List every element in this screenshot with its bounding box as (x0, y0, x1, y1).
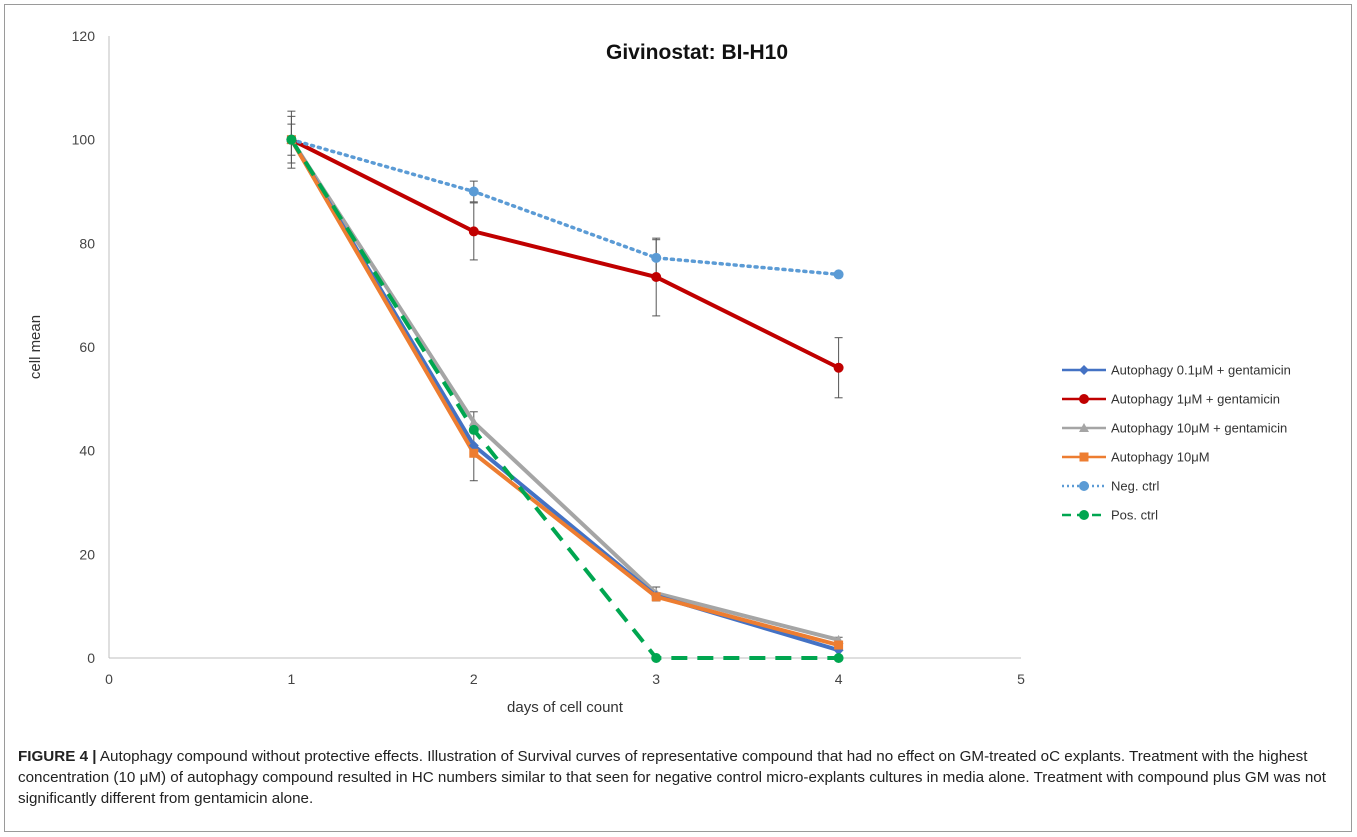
y-tick-label: 60 (79, 339, 95, 355)
y-tick-label: 100 (72, 132, 96, 148)
series-line-1 (290, 137, 840, 370)
series-line-4 (289, 137, 841, 277)
y-tick-label: 80 (79, 235, 95, 251)
data-point (651, 272, 662, 283)
legend-label: Neg. ctrl (1111, 479, 1160, 494)
figure-frame (4, 4, 1352, 832)
series-markers (286, 134, 844, 663)
legend-label: Autophagy 10μM (1111, 450, 1210, 465)
x-axis-title: days of cell count (507, 699, 624, 716)
legend-swatch-marker (1079, 452, 1089, 462)
y-axis-title: cell mean (27, 315, 44, 379)
y-tick-label: 40 (79, 443, 95, 459)
y-tick-label: 0 (87, 650, 95, 666)
legend-entry: Neg. ctrl (1062, 479, 1160, 494)
data-point (651, 592, 661, 602)
legend-entry: Pos. ctrl (1062, 508, 1158, 523)
legend-label: Autophagy 0.1μM + gentamicin (1111, 363, 1291, 378)
legend-entry: Autophagy 10μM (1062, 450, 1210, 465)
data-point (833, 653, 844, 663)
chart-title: Givinostat: BI-H10 (606, 41, 788, 64)
legend-swatch-marker (1079, 365, 1089, 375)
figure-caption: FIGURE 4 | Autophagy compound without pr… (18, 746, 1338, 809)
data-point (651, 252, 662, 263)
tick-labels: 0 1 2 3 4 5 0 20 40 60 80 100 120 (72, 28, 1025, 687)
x-tick-label: 3 (652, 671, 660, 687)
caption-text: Autophagy compound without protective ef… (18, 748, 1326, 807)
legend-swatch-marker (1079, 423, 1089, 432)
line-chart: 0 1 2 3 4 5 0 20 40 60 80 100 120 Givinostat: BI-H10… (27, 28, 1291, 716)
data-point (833, 362, 844, 373)
x-tick-label: 4 (835, 671, 843, 687)
data-point (833, 269, 844, 280)
series-lines (289, 137, 841, 660)
axes (108, 36, 1021, 659)
error-bars (287, 110, 843, 649)
series-line-0 (289, 138, 840, 653)
y-tick-label: 20 (79, 546, 95, 562)
series-line-3 (289, 138, 840, 647)
x-tick-label: 2 (470, 671, 478, 687)
data-point (468, 186, 479, 197)
data-point (468, 226, 479, 237)
legend-entry: Autophagy 10μM + gentamicin (1062, 421, 1287, 436)
legend-swatch-marker (1079, 510, 1089, 520)
data-point (469, 448, 479, 458)
caption-label: FIGURE 4 | (18, 748, 97, 765)
legend-label: Autophagy 1μM + gentamicin (1111, 392, 1280, 407)
series-line-5 (289, 138, 839, 660)
legend-label: Pos. ctrl (1111, 508, 1158, 523)
data-point (834, 640, 844, 650)
data-point (651, 653, 662, 663)
legend: Autophagy 0.1μM + gentamicin Autophagy 1μ… (1062, 363, 1291, 523)
legend-entry: Autophagy 1μM + gentamicin (1062, 392, 1280, 407)
legend-swatch-marker (1079, 394, 1089, 404)
data-point (286, 134, 297, 145)
series-line-2 (289, 138, 840, 642)
data-point (468, 417, 479, 427)
data-point (468, 440, 479, 451)
x-tick-label: 1 (288, 671, 296, 687)
y-tick-label: 120 (72, 28, 96, 44)
x-tick-label: 5 (1017, 671, 1025, 687)
x-tick-label: 0 (105, 671, 113, 687)
legend-swatch-marker (1079, 481, 1089, 491)
legend-label: Autophagy 10μM + gentamicin (1111, 421, 1287, 436)
data-point (468, 424, 479, 435)
legend-entry: Autophagy 0.1μM + gentamicin (1062, 363, 1291, 378)
